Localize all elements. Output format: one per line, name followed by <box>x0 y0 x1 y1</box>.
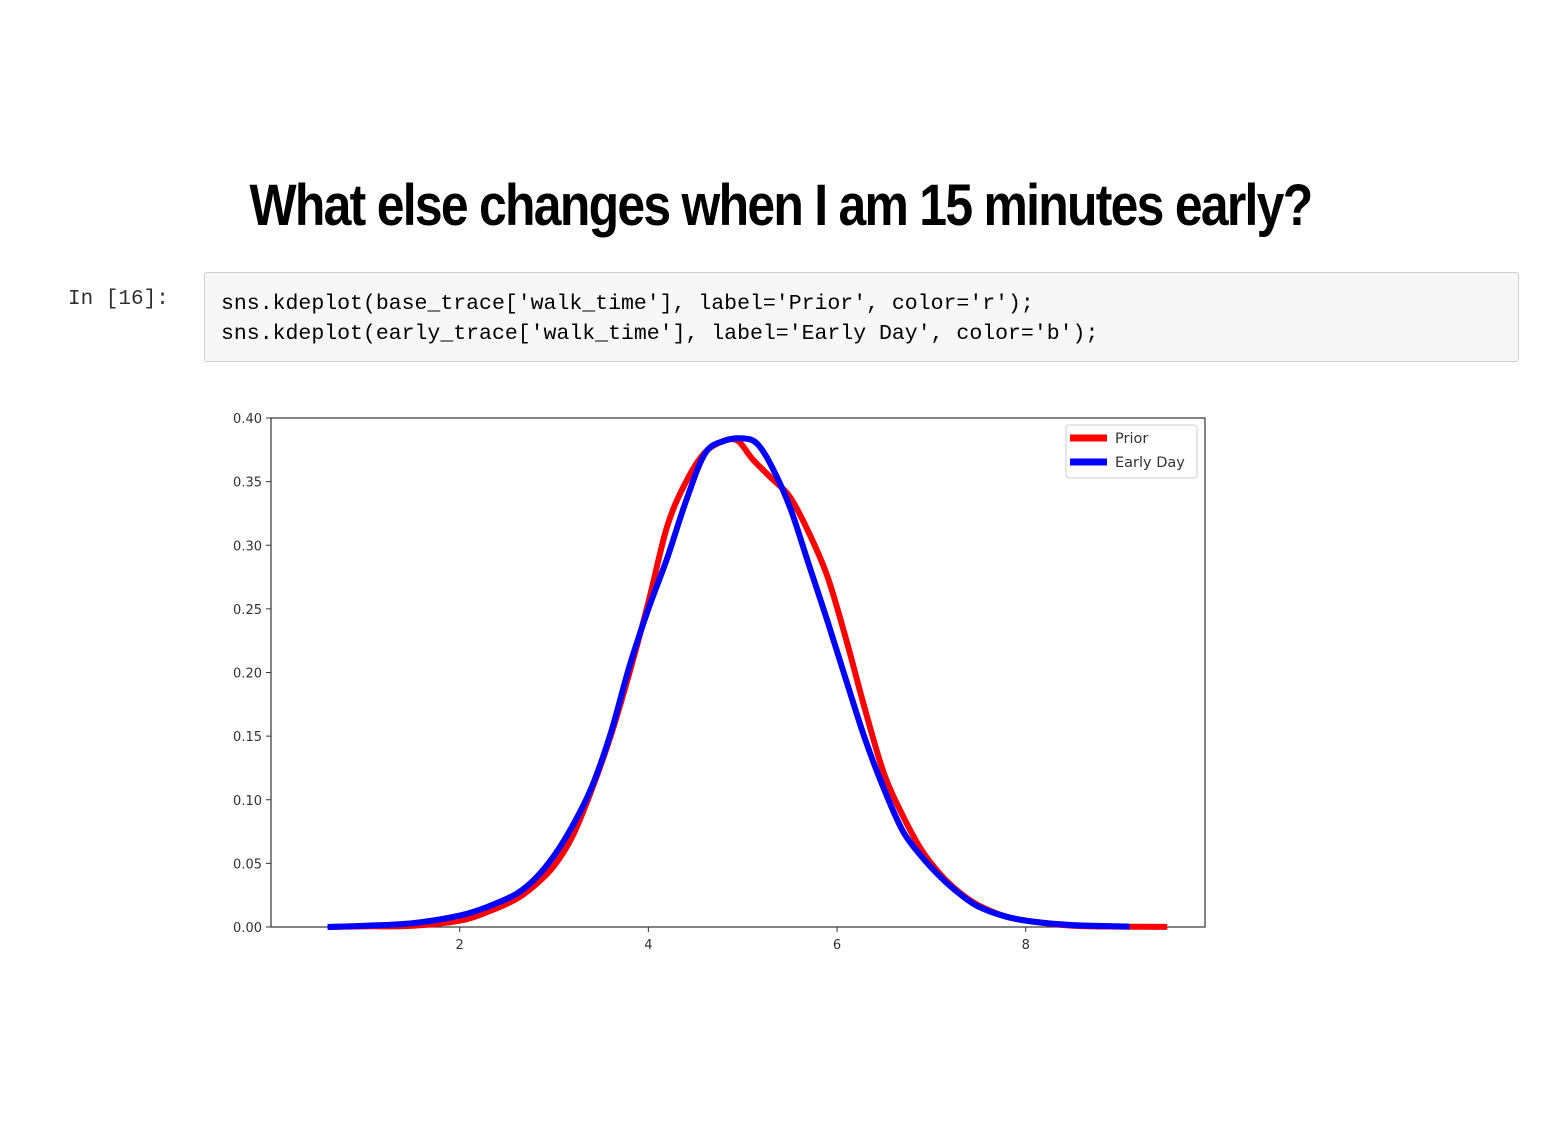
legend-label: Prior <box>1115 431 1148 447</box>
series-line-early-day <box>327 435 1130 930</box>
y-tick-label: 0.20 <box>233 667 262 682</box>
series-layer <box>327 435 1168 930</box>
cell-prompt: In [16]: <box>68 288 169 311</box>
kde-chart: 0.00 0.05 0.10 0.15 0.20 0.25 0.30 0.35 0.40 2 4 6… <box>233 412 1206 953</box>
y-axis: 0.00 0.05 0.10 0.15 0.20 0.25 0.30 0.35 0.40 <box>233 412 271 936</box>
y-tick-label: 0.05 <box>233 857 262 872</box>
y-tick-label: 0.35 <box>233 476 262 491</box>
y-tick-label: 0.30 <box>233 539 262 554</box>
slide-title: What else changes when I am 15 minutes e… <box>249 173 1314 238</box>
y-tick-label: 0.40 <box>233 412 262 427</box>
legend-label: Early Day <box>1115 455 1185 471</box>
x-axis: 2 4 6 8 <box>456 927 1030 953</box>
y-tick-label: 0.25 <box>233 603 262 618</box>
x-tick-label: 4 <box>644 938 652 953</box>
x-tick-label: 2 <box>456 938 464 953</box>
y-tick-label: 0.00 <box>233 921 262 936</box>
code-cell[interactable]: sns.kdeplot(base_trace['walk_time'], lab… <box>204 272 1519 362</box>
legend: Prior Early Day <box>1065 424 1198 479</box>
code-line: sns.kdeplot(early_trace['walk_time'], la… <box>221 322 1099 346</box>
x-tick-label: 8 <box>1022 938 1030 953</box>
x-tick-label: 6 <box>833 938 841 953</box>
plot-frame <box>270 417 1206 928</box>
y-tick-label: 0.15 <box>233 730 262 745</box>
code-line: sns.kdeplot(base_trace['walk_time'], lab… <box>221 292 1034 316</box>
y-tick-label: 0.10 <box>233 794 262 809</box>
